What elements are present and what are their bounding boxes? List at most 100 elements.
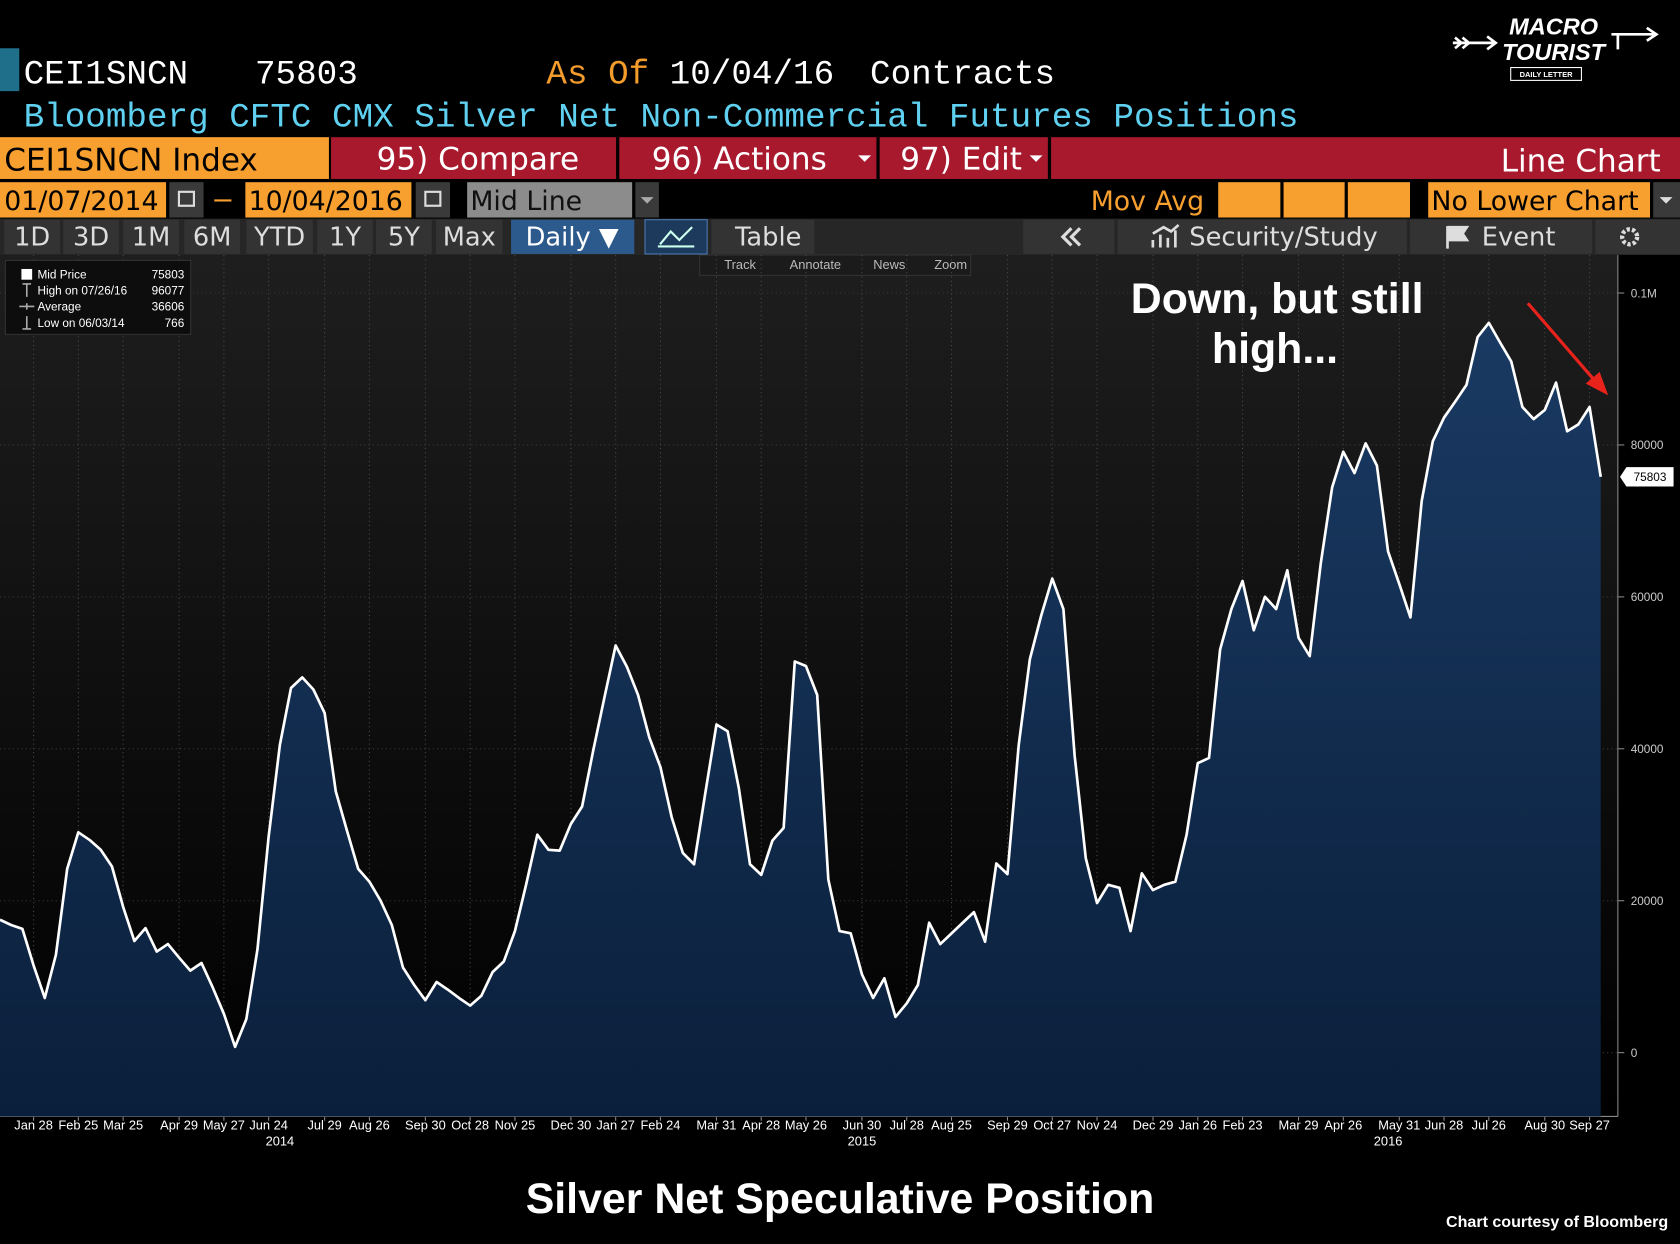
period-button[interactable] <box>63 219 119 254</box>
tool-label[interactable]: Annotate <box>790 257 841 272</box>
period-label: 1M <box>132 222 171 252</box>
x-tick-label: Jun 28 <box>1425 1117 1464 1132</box>
period-label: 6M <box>193 222 232 252</box>
calendar-button[interactable] <box>415 182 450 218</box>
x-tick-label: Aug 25 <box>931 1117 972 1132</box>
x-tick-label: Aug 26 <box>349 1117 390 1132</box>
lower-chart: No Lower Chart <box>1431 186 1638 217</box>
year-label: 2016 <box>1374 1133 1403 1148</box>
period-button[interactable] <box>246 219 313 254</box>
logo-tagline: DAILY LETTER <box>1520 70 1574 79</box>
tool-label[interactable]: Zoom <box>934 257 967 272</box>
last-value-label: 75803 <box>1634 471 1667 484</box>
y-tick-label: 60000 <box>1631 591 1664 604</box>
legend-icon <box>22 316 32 330</box>
actions-button[interactable] <box>619 137 877 179</box>
x-tick-label: Apr 29 <box>160 1117 198 1132</box>
x-tick-label: Feb 24 <box>640 1117 680 1132</box>
units: Contracts <box>870 56 1055 95</box>
x-tick-label: Mar 25 <box>103 1117 143 1132</box>
mov-avg-field[interactable] <box>1283 182 1345 218</box>
settings-button[interactable] <box>1595 219 1680 254</box>
tool-label[interactable]: Track <box>724 257 756 272</box>
frequency: Daily ▼ <box>526 222 619 252</box>
description: Bloomberg CFTC CMX Silver Net Non-Commer… <box>24 98 1299 137</box>
y-tick-label: 0 <box>1631 1047 1638 1060</box>
as-of-date: 10/04/16 <box>670 56 835 95</box>
x-tick-label: Apr 28 <box>742 1117 780 1132</box>
period-button[interactable] <box>184 219 240 254</box>
y-tick-label: 40000 <box>1631 743 1664 756</box>
legend-label: Average <box>38 301 82 314</box>
x-tick-label: Jan 27 <box>596 1117 635 1132</box>
source: Chart courtesy of Bloomberg <box>1446 1213 1668 1231</box>
x-tick-label: Apr 26 <box>1324 1117 1362 1132</box>
period-label: Max <box>443 222 496 252</box>
study-icon <box>1151 224 1180 248</box>
x-tick-label: Mar 29 <box>1279 1117 1319 1132</box>
chart-title: Silver Net Speculative Position <box>526 1175 1155 1223</box>
compare-button[interactable] <box>331 137 617 179</box>
event-button[interactable] <box>1410 219 1593 254</box>
collapse-button[interactable] <box>1023 219 1115 254</box>
security-study-button[interactable] <box>1117 219 1407 254</box>
year-label: 2014 <box>266 1133 295 1148</box>
x-tick-label: Jan 26 <box>1178 1117 1217 1132</box>
edit-button[interactable] <box>879 137 1048 179</box>
x-tick-label: Oct 27 <box>1033 1117 1071 1132</box>
legend-label: High on 07/26/16 <box>38 285 128 298</box>
annotation-arrowhead <box>1585 371 1609 396</box>
dropdown-caret <box>858 155 872 162</box>
period-button[interactable] <box>123 219 179 254</box>
security-field[interactable] <box>0 137 329 179</box>
y-tick-label: 80000 <box>1631 439 1664 452</box>
frequency-button[interactable] <box>511 219 635 254</box>
x-tick-label: Jan 28 <box>14 1117 53 1132</box>
compare-label: 95) Compare <box>377 141 579 177</box>
chart-type: Line Chart <box>1501 143 1661 179</box>
start-date-field[interactable] <box>0 182 167 218</box>
x-tick-label: Sep 27 <box>1569 1117 1610 1132</box>
year-label: 2015 <box>848 1133 877 1148</box>
chart-type-field[interactable] <box>1051 137 1680 179</box>
tool-strip <box>699 254 972 276</box>
mov-avg-field[interactable] <box>1347 182 1410 218</box>
annotation-arrow <box>1526 302 1598 384</box>
tool-label[interactable]: News <box>873 257 905 272</box>
line-mode-field[interactable] <box>467 182 633 218</box>
line <box>0 321 1603 1049</box>
legend-value: 96077 <box>152 285 185 298</box>
end-date-field[interactable] <box>245 182 412 218</box>
period-group: 1D 3D 1M 6M YTD 1Y 5Y Max <box>4 219 503 254</box>
x-tick-label: Nov 24 <box>1077 1117 1118 1132</box>
x-tick-label: Feb 25 <box>58 1117 98 1132</box>
calendar-button[interactable] <box>169 182 204 218</box>
legend-label: Mid Price <box>38 269 87 282</box>
period-button[interactable] <box>4 219 61 254</box>
security: CEI1SNCN Index <box>4 142 258 178</box>
period-label: 3D <box>73 222 109 252</box>
chart-mode-icon <box>657 226 695 248</box>
legend-icon <box>22 283 32 297</box>
x-tick-label: Jun 30 <box>843 1117 882 1132</box>
collapse-icon <box>1060 227 1082 247</box>
legend-value: 75803 <box>152 269 185 282</box>
start-date: 01/07/2014 <box>4 186 158 217</box>
legend-icon <box>19 303 35 310</box>
last-value-tag <box>1620 467 1674 487</box>
header-marker <box>0 48 20 92</box>
period-label: 5Y <box>388 222 420 252</box>
period-button[interactable] <box>317 219 373 254</box>
period-button[interactable] <box>376 219 432 254</box>
table-button[interactable] <box>711 219 815 254</box>
lower-chart-field[interactable] <box>1428 182 1650 218</box>
dropdown-caret <box>1659 197 1673 204</box>
logo-tag-box <box>1510 66 1582 81</box>
period-label: 1Y <box>329 222 361 252</box>
mov-avg: Mov Avg <box>1091 186 1204 217</box>
period-button[interactable] <box>436 219 503 254</box>
as-of-label: As Of <box>546 56 649 95</box>
mov-avg-field[interactable] <box>1218 182 1281 218</box>
end-date: 10/04/2016 <box>249 186 403 217</box>
x-tick-label: Sep 30 <box>405 1117 446 1132</box>
